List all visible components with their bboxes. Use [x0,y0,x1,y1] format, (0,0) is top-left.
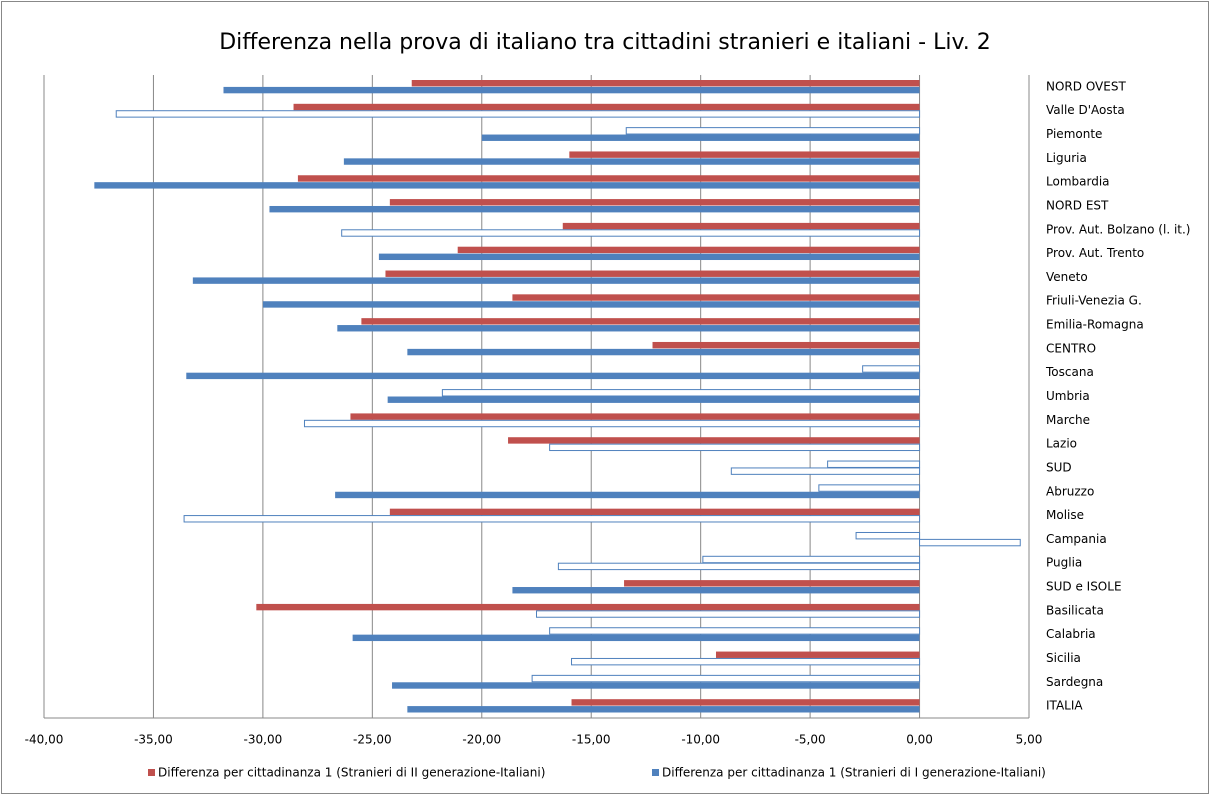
bar [557,562,921,571]
bar [256,603,920,611]
bar [855,531,921,540]
bar [457,246,920,254]
bar [389,199,920,206]
category-label: Friuli-Venezia G. [1046,294,1142,308]
bar [343,158,920,165]
category-label: Emilia-Romagna [1046,318,1144,332]
bar [531,674,921,683]
category-label: Sardegna [1046,675,1103,689]
x-tick-label: -35,00 [134,733,173,747]
category-label: Lombardia [1046,175,1110,189]
bar [571,699,920,706]
x-tick-label: -40,00 [25,733,64,747]
bar [262,301,920,308]
bar [186,372,920,380]
category-label: ITALIA [1046,699,1083,713]
x-tick-label: -30,00 [244,733,283,747]
category-label: Veneto [1046,270,1088,284]
category-label: NORD OVEST [1046,79,1126,93]
category-label: SUD [1046,460,1072,474]
bar [481,134,920,141]
bar [387,396,920,403]
bar [269,205,920,213]
category-label: Molise [1046,508,1084,522]
category-label: Toscana [1045,365,1094,379]
bar [441,389,921,397]
bar [223,86,920,94]
bar [569,151,920,158]
category-label: Puglia [1046,556,1082,570]
bar [919,538,1021,547]
bar [512,587,920,594]
bar [115,110,921,118]
bar [862,365,921,373]
legend-label: Differenza per cittadinanza 1 (Stranieri… [158,766,545,780]
bar [536,610,921,618]
legend-label: Differenza per cittadinanza 1 (Stranieri… [662,766,1046,780]
x-tick-label: -5,00 [795,733,826,747]
bar [94,182,920,189]
bar [508,437,920,444]
bar [378,253,920,261]
bar [183,515,921,523]
category-label: Sicilia [1046,651,1081,665]
bar [337,325,920,332]
category-label: Campania [1046,532,1107,546]
bar [715,651,920,658]
bar [297,175,920,182]
category-label: Prov. Aut. Bolzano (l. it.) [1046,222,1191,236]
category-label: SUD e ISOLE [1046,580,1122,594]
bar [192,277,920,284]
category-label: Abruzzo [1046,484,1094,498]
legend-swatch [148,769,155,776]
bar [411,80,920,87]
bar [341,229,921,237]
category-label: Umbria [1046,389,1090,403]
chart-title: Differenza nella prova di italiano tra c… [219,30,991,55]
x-tick-label: 5,00 [1016,733,1043,747]
bar [512,294,920,301]
category-label: Marche [1046,413,1090,427]
bar [352,634,920,642]
x-tick-label: -20,00 [462,733,501,747]
bar [392,682,920,689]
category-label: Lazio [1046,437,1077,451]
category-label: Basilicata [1046,603,1104,617]
x-tick-label: -10,00 [681,733,720,747]
bar [730,467,921,475]
legend-swatch [652,769,659,776]
category-label: Liguria [1046,151,1087,165]
bar [652,341,920,349]
category-label: Prov. Aut. Trento [1046,246,1144,260]
bar [827,460,921,468]
x-tick-label: 0,00 [906,733,933,747]
bar [549,627,921,635]
bar [562,222,920,230]
bar [818,484,921,492]
x-tick-label: -25,00 [353,733,392,747]
bar [303,419,921,428]
bar [293,103,920,111]
category-label: NORD EST [1046,198,1109,212]
bar [385,270,920,277]
bar [335,491,920,499]
bar [702,555,921,564]
bar [549,443,921,452]
bar [407,348,920,356]
bar [361,318,920,325]
category-label: Calabria [1046,627,1096,641]
category-label: Piemonte [1046,127,1102,141]
bar [350,413,920,420]
category-label: CENTRO [1046,341,1096,355]
x-tick-label: -15,00 [572,733,611,747]
category-label: Valle D'Aosta [1046,103,1125,117]
bar [389,508,920,516]
bar [624,580,920,587]
bar [571,657,921,666]
bar [407,706,920,713]
bar [625,127,921,135]
